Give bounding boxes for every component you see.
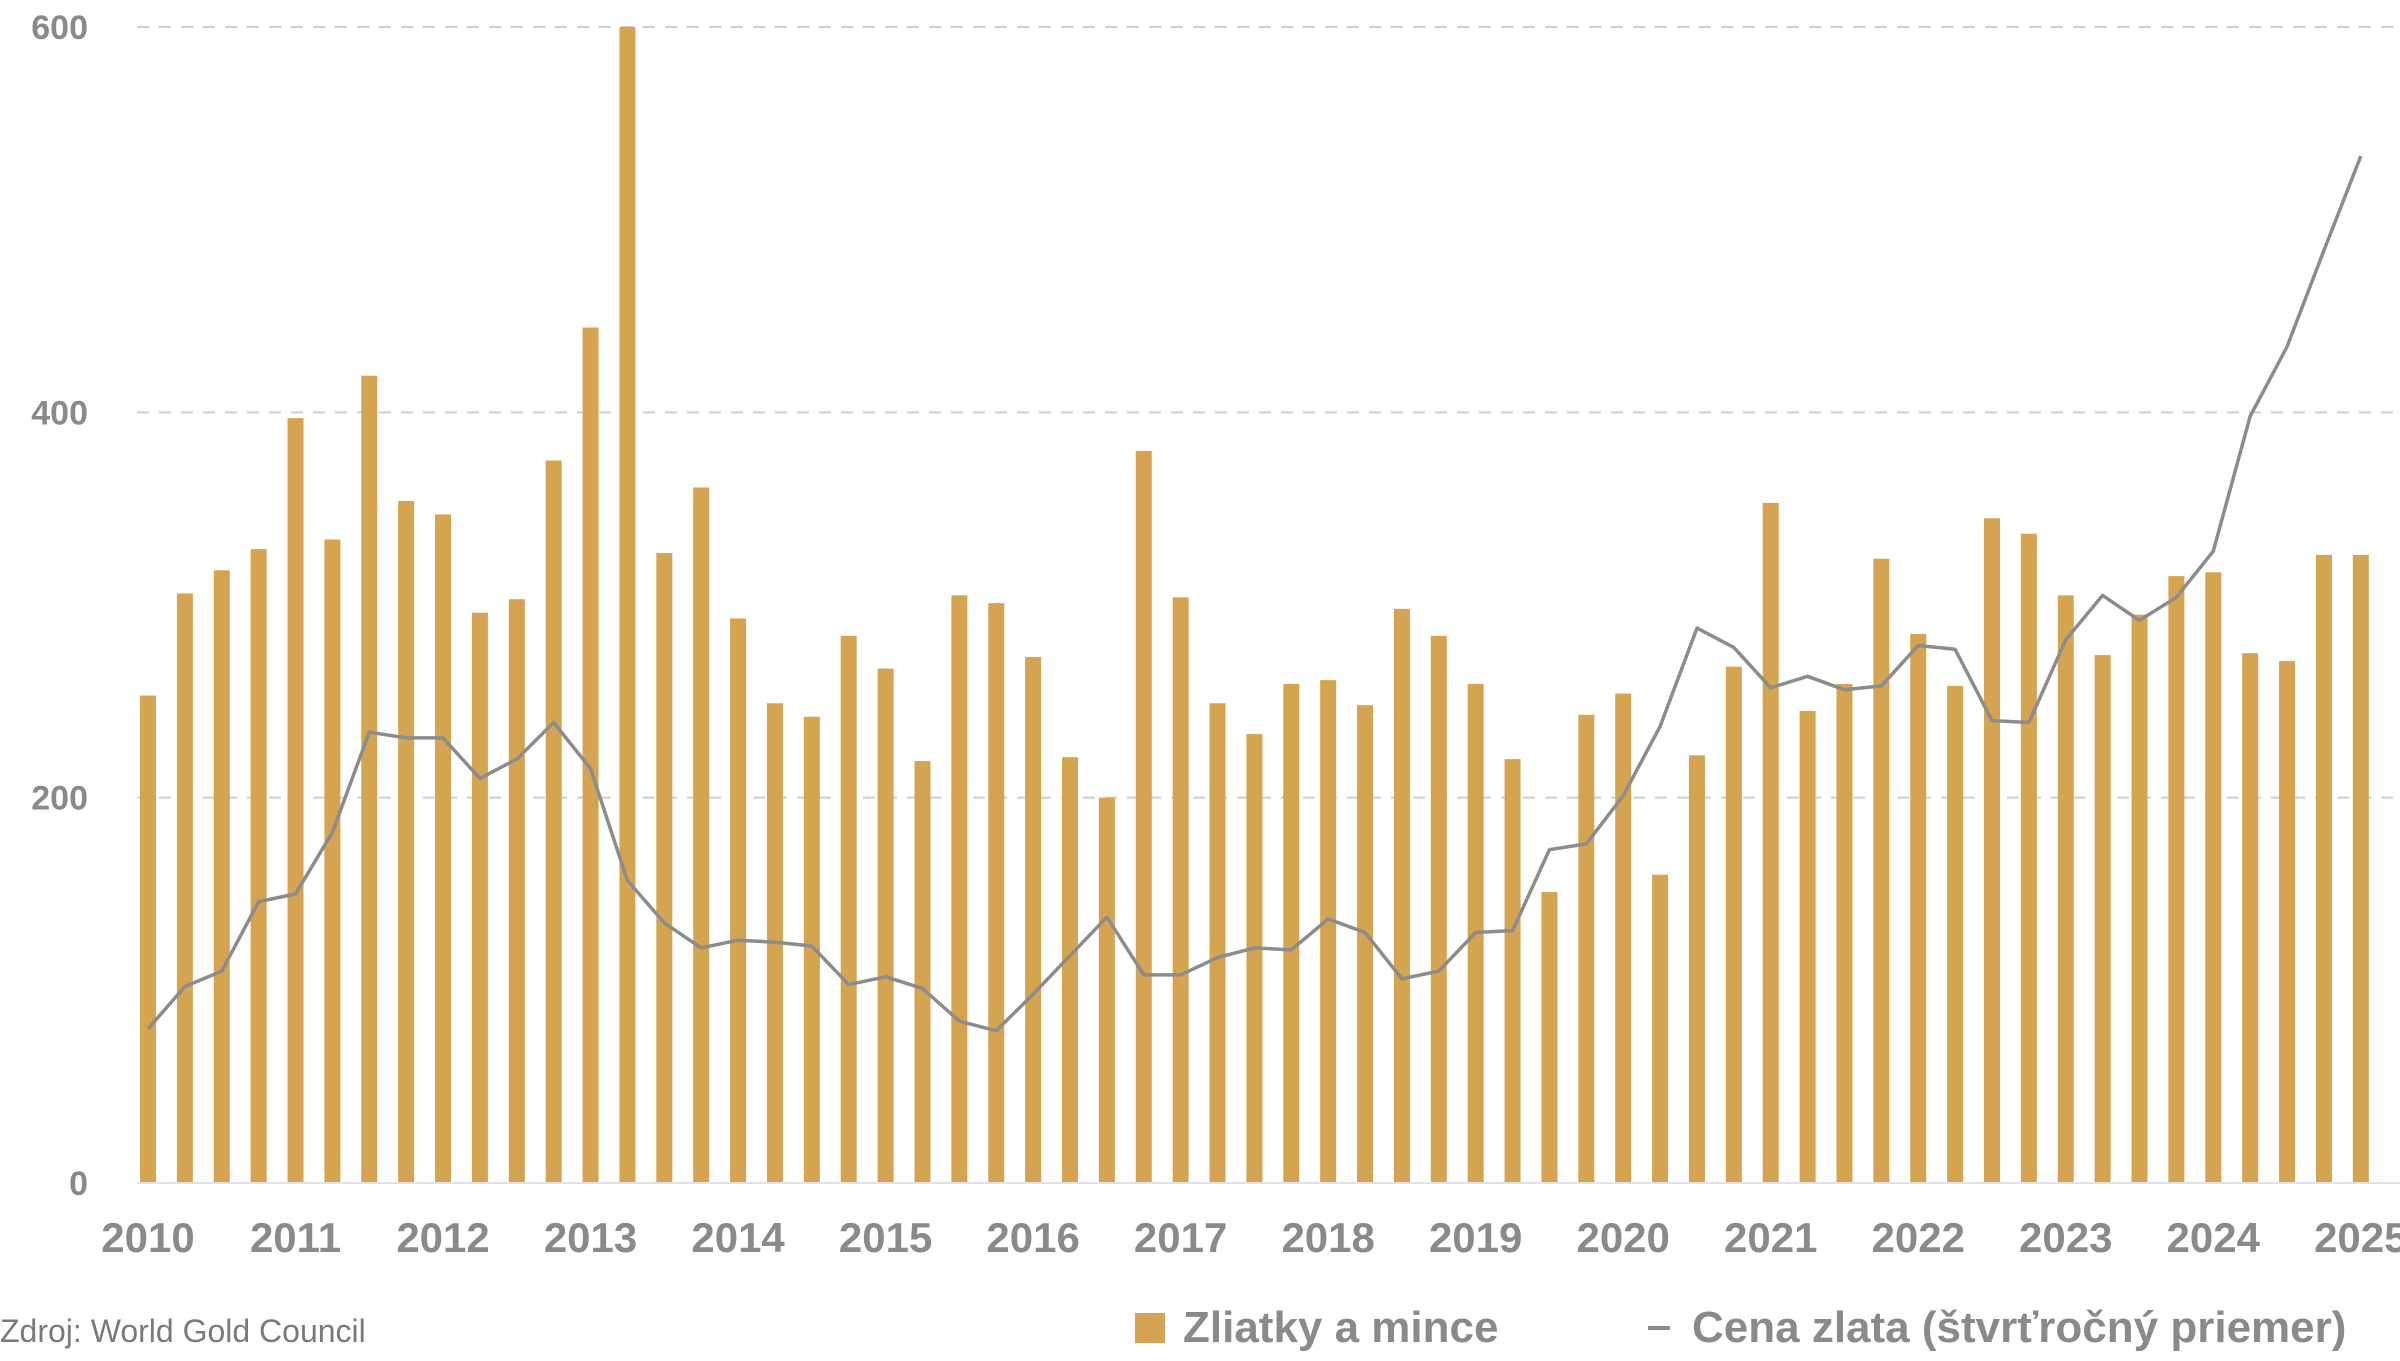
bar bbox=[840, 635, 857, 1183]
bar bbox=[1430, 635, 1447, 1183]
bar bbox=[1910, 633, 1927, 1183]
bar bbox=[508, 599, 525, 1183]
bar bbox=[545, 460, 562, 1183]
bar bbox=[1541, 892, 1558, 1183]
bar bbox=[361, 375, 378, 1183]
bar bbox=[2352, 554, 2369, 1183]
bar bbox=[582, 327, 599, 1183]
bar bbox=[2094, 655, 2111, 1183]
y-tick-label: 600 bbox=[31, 9, 88, 47]
bar bbox=[1984, 518, 2000, 1183]
legend-bar-label: Zliatky a mince bbox=[1183, 1303, 1499, 1352]
x-tick-label: 2015 bbox=[839, 1214, 932, 1261]
bar bbox=[176, 593, 193, 1183]
gold-price-line bbox=[146, 155, 2363, 1033]
legend-item-line: Cena zlata (štvrťročný priemer) bbox=[1648, 1303, 2346, 1353]
bar bbox=[1688, 755, 1705, 1183]
x-axis-ticks: 2010 2011 2012 2013 2014 2015 2016 2017 2018 2019… bbox=[101, 1214, 2400, 1261]
bar bbox=[435, 514, 452, 1183]
bar bbox=[1947, 685, 1964, 1183]
x-tick-label: 2022 bbox=[1872, 1214, 1965, 1261]
x-tick-label: 2024 bbox=[2167, 1214, 2261, 1261]
bar bbox=[1135, 450, 1152, 1183]
y-axis-ticks: 0 200 400 600 bbox=[31, 9, 88, 1203]
bar bbox=[1357, 705, 1374, 1183]
legend-bar-swatch bbox=[1135, 1313, 1165, 1343]
x-tick-label: 2012 bbox=[396, 1214, 489, 1261]
x-tick-label: 2021 bbox=[1724, 1214, 1817, 1261]
bar bbox=[1209, 703, 1226, 1183]
y-tick-label: 0 bbox=[69, 1165, 88, 1203]
bar bbox=[471, 612, 488, 1183]
bar bbox=[1062, 757, 1078, 1183]
x-tick-label: 2020 bbox=[1576, 1214, 1669, 1261]
x-tick-label: 2019 bbox=[1429, 1214, 1522, 1261]
bar bbox=[1725, 666, 1742, 1183]
bar bbox=[2279, 660, 2296, 1183]
bar bbox=[1799, 710, 1816, 1183]
bar bbox=[213, 570, 230, 1183]
x-tick-label: 2013 bbox=[544, 1214, 637, 1261]
bar bbox=[1172, 597, 1189, 1183]
bar bbox=[1615, 693, 1632, 1183]
bar bbox=[1873, 558, 1890, 1183]
bar bbox=[1504, 759, 1521, 1183]
source-note: Zdroj: World Gold Council bbox=[0, 1313, 366, 1349]
bar bbox=[1025, 657, 1042, 1183]
y-tick-label: 200 bbox=[31, 780, 88, 818]
bar bbox=[1578, 714, 1595, 1183]
bar bbox=[2205, 572, 2222, 1183]
bar bbox=[730, 618, 747, 1183]
bar bbox=[803, 716, 820, 1183]
bar bbox=[988, 603, 1005, 1183]
bar bbox=[2242, 653, 2259, 1183]
bar bbox=[1246, 734, 1263, 1183]
bar bbox=[1393, 608, 1410, 1183]
x-tick-label: 2010 bbox=[101, 1214, 194, 1261]
bar bbox=[1320, 680, 1337, 1183]
bar bbox=[324, 539, 341, 1183]
bar-series bbox=[140, 27, 2369, 1184]
bar bbox=[951, 595, 968, 1183]
bar bbox=[2168, 576, 2185, 1183]
x-tick-label: 2025 bbox=[2314, 1214, 2400, 1261]
bar bbox=[2057, 595, 2074, 1183]
bar bbox=[2020, 533, 2037, 1183]
bar bbox=[877, 668, 894, 1183]
bar bbox=[2315, 554, 2332, 1183]
bar bbox=[140, 695, 156, 1183]
bar bbox=[656, 552, 673, 1183]
bar bbox=[1283, 683, 1300, 1183]
x-tick-label: 2023 bbox=[2019, 1214, 2112, 1261]
bar bbox=[914, 761, 931, 1183]
bar bbox=[693, 487, 710, 1183]
x-tick-label: 2017 bbox=[1134, 1214, 1227, 1261]
bar bbox=[1652, 874, 1669, 1183]
bar bbox=[250, 549, 267, 1183]
bar bbox=[287, 418, 304, 1183]
bar bbox=[2131, 614, 2148, 1183]
x-tick-label: 2011 bbox=[250, 1214, 341, 1261]
bar bbox=[619, 27, 636, 1183]
bar bbox=[398, 500, 415, 1184]
x-tick-label: 2016 bbox=[986, 1214, 1079, 1261]
bar bbox=[1836, 683, 1853, 1183]
legend-item-bars: Zliatky a mince bbox=[1135, 1303, 1498, 1353]
x-tick-label: 2018 bbox=[1281, 1214, 1374, 1261]
bar bbox=[1098, 797, 1115, 1183]
x-tick-label: 2014 bbox=[691, 1214, 785, 1261]
legend-line-label: Cena zlata (štvrťročný priemer) bbox=[1692, 1303, 2347, 1352]
legend-line-swatch bbox=[1648, 1326, 1670, 1330]
y-tick-label: 400 bbox=[31, 394, 88, 432]
bar bbox=[1762, 502, 1779, 1183]
